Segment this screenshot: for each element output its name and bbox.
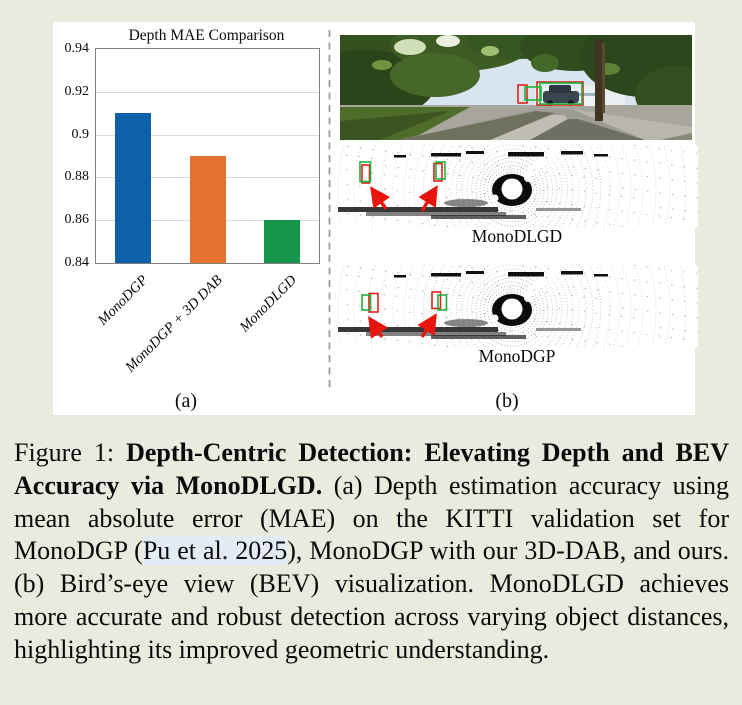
y-tick-label: 0.86 — [64, 212, 90, 228]
camera-detection-boxes — [517, 81, 584, 106]
bar-monodgp — [115, 113, 152, 263]
caption-prefix: Figure 1: — [14, 438, 115, 467]
panel-divider — [328, 30, 331, 387]
caption-citation: Pu et al. 2025 — [142, 536, 288, 566]
caption-body-2: ), MonoDGP with our 3D-DAB, and ours. (b… — [14, 536, 729, 664]
bar-monodlgd — [263, 220, 300, 263]
y-tick-label: 0.84 — [64, 255, 90, 270]
bev-label-monodlgd: MonoDLGD — [471, 226, 563, 246]
bev-image-monodgp — [336, 265, 698, 347]
chart-plot-area — [95, 48, 320, 264]
y-tick-label: 0.92 — [64, 83, 90, 99]
bev-image-monodlgd — [336, 145, 698, 227]
caption-bold-title: Depth-Centric Detection: Elevating Depth… — [14, 438, 730, 500]
y-tick-label: 0.9 — [71, 126, 90, 142]
caption-body-1: (a) Depth estimation accuracy using mean… — [14, 470, 730, 566]
bar-monodgp-3d-dab — [189, 156, 226, 263]
y-tick-label: 0.88 — [64, 169, 90, 185]
bev-label-monodgp: MonoDGP — [478, 346, 556, 366]
panel-b-section: MonoDLGD MonoDGP (b) — [53, 22, 698, 415]
gridline — [96, 91, 319, 93]
y-tick-label: 0.94 — [64, 41, 90, 56]
figure-caption: Figure 1: Depth-Centric Detection: Eleva… — [14, 437, 729, 666]
bar-chart: Depth MAE Comparison (a) 0.94 0.92 0.9 0.88… — [53, 22, 329, 415]
panel-a-label: (a) — [174, 390, 198, 412]
camera-image — [340, 35, 692, 140]
gridline — [96, 134, 319, 136]
figure-panel: Depth MAE Comparison (a) 0.94 0.92 0.9 0.88… — [53, 22, 698, 415]
panel-b-label: (b) — [495, 390, 519, 412]
chart-title: Depth MAE Comparison — [128, 27, 285, 44]
